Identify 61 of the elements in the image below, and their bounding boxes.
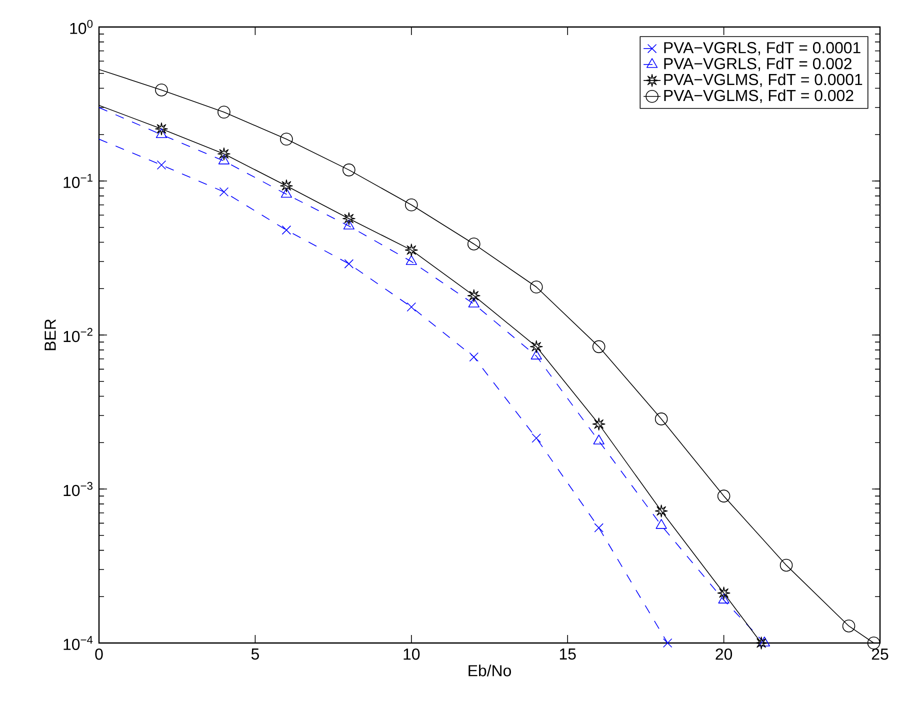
- point: [344, 259, 354, 268]
- point: [530, 340, 543, 354]
- x-tick-label: 25: [872, 648, 888, 660]
- point: [342, 212, 356, 225]
- point: [530, 280, 543, 294]
- point: [405, 244, 418, 256]
- legend-label: PVA−VGLMS, FdT = 0.0001: [664, 73, 862, 88]
- y-tick-label: 10$^{−4}$: [64, 636, 93, 650]
- point: [155, 84, 168, 96]
- y-tick-label: 10$^{−2}$: [64, 328, 92, 342]
- point: [342, 164, 356, 176]
- point: [530, 350, 542, 360]
- point: [406, 302, 416, 312]
- x-tick-label: 20: [716, 648, 732, 660]
- point: [842, 620, 856, 632]
- point: [156, 160, 166, 170]
- y-tick-label: 10$^{0}$: [70, 20, 93, 34]
- x-axis-title: Eb/No: [468, 664, 511, 676]
- point: [218, 106, 230, 119]
- point: [280, 132, 293, 146]
- point: [592, 418, 606, 430]
- point: [405, 198, 418, 212]
- point: [717, 490, 730, 502]
- point: [467, 238, 480, 250]
- legend-label: PVA−VGRLS, FdT = 0.002: [664, 58, 852, 72]
- point: [758, 636, 770, 646]
- point: [218, 147, 230, 160]
- point: [467, 289, 480, 302]
- point: [592, 340, 606, 354]
- point: [282, 225, 292, 235]
- y-axis-title: BER: [44, 319, 56, 350]
- point: [469, 352, 479, 362]
- x-tick-label: 5: [251, 648, 259, 660]
- point: [280, 188, 292, 198]
- point: [532, 433, 542, 443]
- y-tick-label: 10$^{−3}$: [64, 482, 93, 496]
- point: [654, 412, 668, 426]
- point: [406, 255, 417, 265]
- point: [754, 636, 768, 650]
- point: [468, 298, 480, 308]
- point: [219, 187, 229, 197]
- legend-label: PVA−VGRLS, FdT = 0.0001: [664, 42, 860, 56]
- point: [654, 504, 668, 518]
- point: [156, 128, 168, 138]
- point: [593, 434, 604, 444]
- point: [656, 519, 667, 529]
- point: [155, 122, 168, 136]
- point: [780, 558, 793, 572]
- point: [867, 636, 880, 650]
- point: [717, 586, 730, 600]
- point: [218, 154, 230, 164]
- point: [718, 594, 730, 604]
- y-tick-label: 10$^{−1}$: [64, 174, 92, 188]
- point: [343, 220, 355, 230]
- point: [594, 523, 604, 532]
- point: [280, 179, 293, 192]
- point: [662, 638, 672, 648]
- x-tick-label: 15: [560, 648, 576, 660]
- legend-label: PVA−VGLMS, FdT = 0.002: [664, 89, 854, 103]
- x-tick-label: 10: [404, 648, 420, 660]
- x-tick-label: 0: [95, 648, 103, 660]
